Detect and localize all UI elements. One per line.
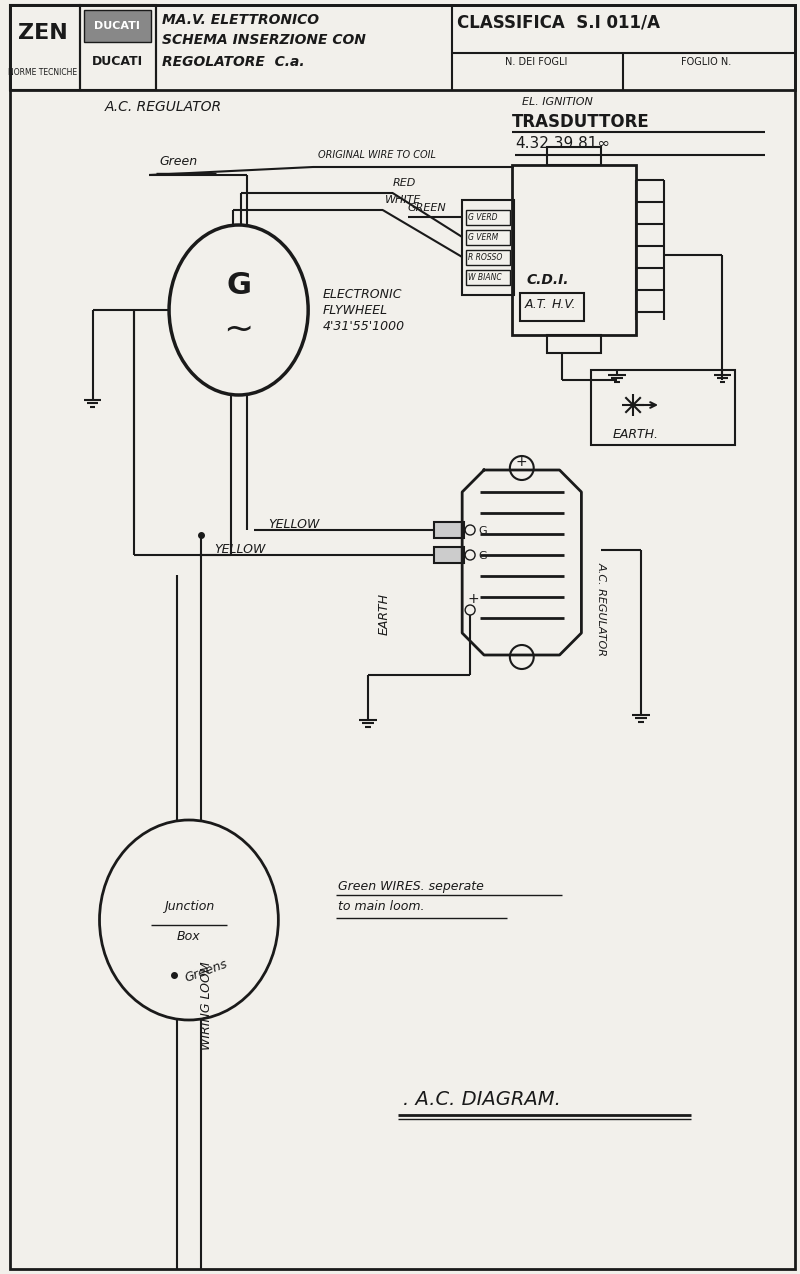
Text: WHITE: WHITE: [385, 195, 421, 205]
Text: H.V.: H.V.: [551, 298, 576, 311]
Bar: [10, 5, 80, 90]
Text: ZEN: ZEN: [18, 23, 68, 43]
Text: to main loom.: to main loom.: [338, 899, 425, 913]
Text: YELLOW: YELLOW: [214, 543, 265, 555]
Text: FLYWHEEL: FLYWHEEL: [323, 304, 388, 317]
Text: Green: Green: [159, 155, 198, 168]
Ellipse shape: [169, 225, 308, 395]
Text: N. DEI FOGLI: N. DEI FOGLI: [505, 57, 567, 68]
Text: 4.32.39.81∞: 4.32.39.81∞: [515, 136, 610, 152]
Text: DUCATI: DUCATI: [92, 55, 143, 68]
Text: C.D.I.: C.D.I.: [526, 273, 570, 287]
Bar: [466, 231, 510, 245]
Text: G: G: [478, 550, 486, 561]
Text: G: G: [478, 526, 486, 536]
Bar: [84, 10, 151, 42]
Text: G: G: [226, 270, 251, 299]
Bar: [546, 147, 602, 166]
Text: RED: RED: [393, 178, 416, 189]
Circle shape: [465, 550, 475, 561]
Text: WIRING LOOM: WIRING LOOM: [200, 962, 214, 1050]
Text: 4'31'55'1000: 4'31'55'1000: [323, 320, 405, 333]
Bar: [520, 293, 584, 321]
Text: EARTH: EARTH: [378, 592, 390, 634]
Text: EARTH.: EARTH.: [613, 428, 659, 441]
Bar: [434, 547, 464, 563]
Text: W BIANC: W BIANC: [468, 273, 502, 282]
Text: +: +: [516, 455, 528, 469]
Text: R ROSSO: R ROSSO: [468, 252, 502, 261]
Text: YELLOW: YELLOW: [269, 519, 320, 531]
Text: Greens: Greens: [183, 957, 230, 985]
Circle shape: [510, 456, 534, 480]
Text: ORIGINAL WIRE TO COIL: ORIGINAL WIRE TO COIL: [318, 150, 436, 161]
Text: DUCATI: DUCATI: [94, 20, 140, 31]
Bar: [466, 250, 510, 265]
Circle shape: [465, 605, 475, 615]
Text: TRASDUTTORE: TRASDUTTORE: [512, 113, 650, 131]
Text: G VERD: G VERD: [468, 213, 498, 222]
Bar: [80, 5, 156, 90]
Text: ELECTRONIC: ELECTRONIC: [323, 288, 402, 301]
Text: MA.V. ELETTRONICO: MA.V. ELETTRONICO: [162, 13, 319, 27]
Circle shape: [510, 645, 534, 669]
Text: NORME TECNICHE: NORME TECNICHE: [8, 68, 78, 76]
Text: Green WIRES. seperate: Green WIRES. seperate: [338, 880, 484, 893]
Bar: [466, 210, 510, 225]
Text: CLASSIFICA  S.I 011/A: CLASSIFICA S.I 011/A: [458, 13, 660, 31]
Bar: [591, 369, 735, 445]
Text: ~: ~: [223, 313, 254, 347]
Text: A.C. REGULATOR: A.C. REGULATOR: [105, 99, 222, 113]
Bar: [434, 522, 464, 538]
Bar: [512, 166, 636, 335]
Bar: [10, 5, 795, 90]
Text: FOGLIO N.: FOGLIO N.: [682, 57, 732, 68]
Bar: [546, 335, 602, 353]
Text: Junction: Junction: [164, 899, 214, 913]
Ellipse shape: [99, 820, 278, 1020]
Text: GREEN: GREEN: [407, 203, 446, 213]
Text: REGOLATORE  C.a.: REGOLATORE C.a.: [162, 55, 305, 69]
Text: EL. IGNITION: EL. IGNITION: [522, 97, 593, 107]
Text: A.C. REGULATOR: A.C. REGULATOR: [596, 562, 606, 656]
Text: Box: Box: [177, 930, 201, 943]
Text: +: +: [467, 592, 478, 606]
Text: A.T.: A.T.: [525, 298, 548, 311]
Bar: [462, 200, 514, 296]
Text: SCHEMA INSERZIONE CON: SCHEMA INSERZIONE CON: [162, 33, 366, 47]
Text: G VERM: G VERM: [468, 232, 498, 242]
Circle shape: [465, 525, 475, 535]
Text: . A.C. DIAGRAM.: . A.C. DIAGRAM.: [402, 1091, 561, 1108]
Bar: [466, 270, 510, 285]
